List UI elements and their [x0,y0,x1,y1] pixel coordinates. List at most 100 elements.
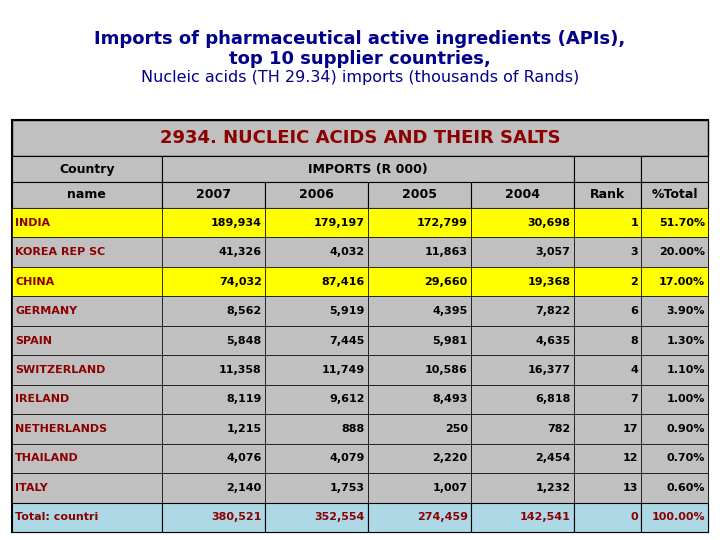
Text: 8: 8 [631,335,638,346]
Bar [368,384,471,414]
Text: 11,863: 11,863 [425,247,468,257]
Bar [642,267,708,296]
Text: 17: 17 [623,424,638,434]
Text: 3.90%: 3.90% [667,306,705,316]
Bar [471,326,574,355]
Text: 274,459: 274,459 [417,512,468,522]
Bar [642,182,708,208]
Text: INDIA: INDIA [15,218,50,228]
Bar [12,444,161,473]
Bar [471,355,574,384]
Text: Rank: Rank [590,188,625,201]
Text: 2934. NUCLEIC ACIDS AND THEIR SALTS: 2934. NUCLEIC ACIDS AND THEIR SALTS [160,129,560,147]
Bar [642,296,708,326]
Text: 2006: 2006 [299,188,333,201]
Text: 13: 13 [623,483,638,493]
Text: 4,395: 4,395 [433,306,468,316]
Text: 1.10%: 1.10% [667,365,705,375]
Text: THAILAND: THAILAND [15,454,78,463]
Bar [368,503,471,532]
Text: Total: countri: Total: countri [15,512,98,522]
Bar [368,444,471,473]
Bar [574,208,642,238]
Text: 5,848: 5,848 [226,335,261,346]
Bar [161,238,265,267]
Text: 189,934: 189,934 [211,218,261,228]
Text: GERMANY: GERMANY [15,306,77,316]
Bar [574,156,642,182]
Bar [12,503,161,532]
Text: 1.30%: 1.30% [667,335,705,346]
Text: ITALY: ITALY [15,483,48,493]
Text: 4,076: 4,076 [226,454,261,463]
Text: name: name [68,188,107,201]
Bar [265,414,368,444]
Bar [12,414,161,444]
Text: 0.90%: 0.90% [667,424,705,434]
Text: 352,554: 352,554 [315,512,364,522]
Bar [161,444,265,473]
Bar [471,503,574,532]
Bar [642,156,708,182]
Bar [12,156,161,182]
Bar [471,182,574,208]
Bar [161,326,265,355]
Text: 1,753: 1,753 [330,483,364,493]
Bar [574,267,642,296]
Bar [642,238,708,267]
Text: 2,220: 2,220 [433,454,468,463]
Bar [12,208,161,238]
Text: 8,493: 8,493 [432,394,468,404]
Text: 172,799: 172,799 [417,218,468,228]
Text: 2004: 2004 [505,188,540,201]
Bar [12,120,708,156]
Bar [368,296,471,326]
Bar [161,473,265,503]
Bar [642,208,708,238]
Bar [265,267,368,296]
Text: 0.70%: 0.70% [667,454,705,463]
Bar [574,326,642,355]
Text: 1,007: 1,007 [433,483,468,493]
Bar [471,473,574,503]
Bar [12,120,708,532]
Text: 380,521: 380,521 [211,512,261,522]
Text: Nucleic acids (TH 29.34) imports (thousands of Rands): Nucleic acids (TH 29.34) imports (thousa… [141,70,579,85]
Bar [368,473,471,503]
Text: 888: 888 [341,424,364,434]
Bar [642,503,708,532]
Text: 7: 7 [631,394,638,404]
Text: NETHERLANDS: NETHERLANDS [15,424,107,434]
Text: 19,368: 19,368 [528,276,571,287]
Bar [265,473,368,503]
Bar [161,503,265,532]
Bar [161,414,265,444]
Bar [368,267,471,296]
Bar [368,414,471,444]
Text: 5,981: 5,981 [433,335,468,346]
Text: 3,057: 3,057 [536,247,571,257]
Text: 29,660: 29,660 [424,276,468,287]
Text: 179,197: 179,197 [314,218,364,228]
Text: 8,119: 8,119 [226,394,261,404]
Bar [471,267,574,296]
Text: 87,416: 87,416 [321,276,364,287]
Bar [574,355,642,384]
Text: 41,326: 41,326 [219,247,261,257]
Bar [642,355,708,384]
Text: 30,698: 30,698 [528,218,571,228]
Text: 3: 3 [631,247,638,257]
Bar [574,444,642,473]
Text: 1: 1 [631,218,638,228]
Text: 2007: 2007 [196,188,230,201]
Text: 0: 0 [631,512,638,522]
Text: 1.00%: 1.00% [667,394,705,404]
Text: 4: 4 [630,365,638,375]
Bar [642,384,708,414]
Text: 2: 2 [631,276,638,287]
Bar [161,384,265,414]
Bar [265,296,368,326]
Bar [368,355,471,384]
Bar [574,473,642,503]
Bar [368,208,471,238]
